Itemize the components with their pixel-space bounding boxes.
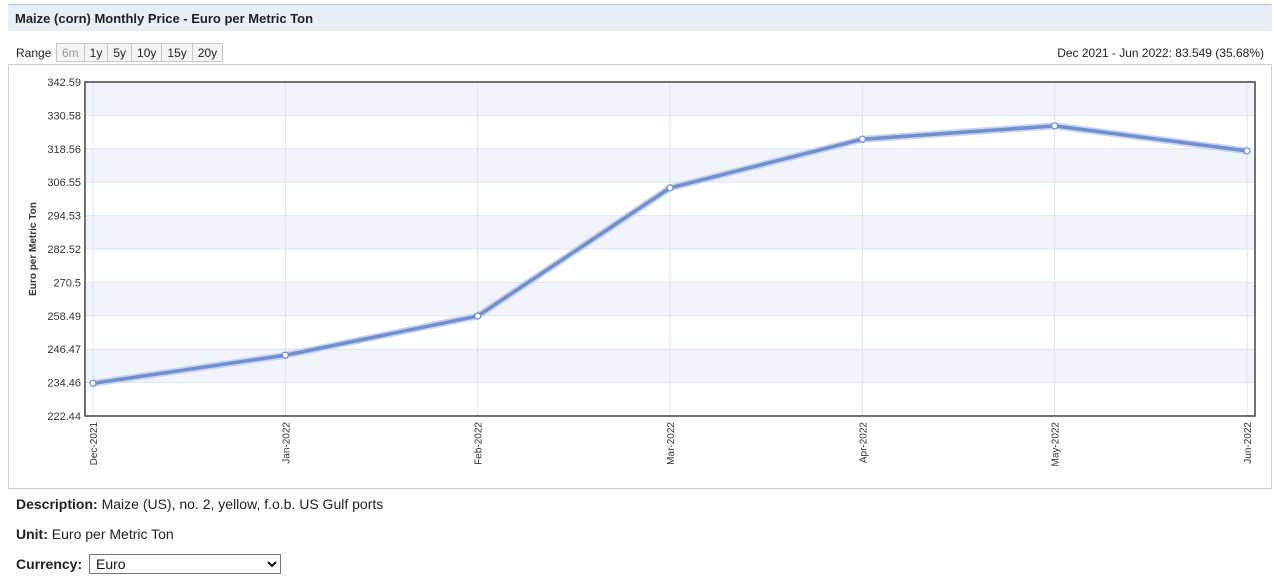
range-button-10y[interactable]: 10y [132,44,163,61]
x-tick-label: Feb-2022 [474,422,485,465]
description-label: Description: [16,496,98,512]
x-tick-label: Jan-2022 [281,422,292,464]
y-tick-label: 318.56 [47,144,81,156]
unit-row: Unit: Euro per Metric Ton [16,526,174,542]
y-tick-label: 330.58 [47,110,81,122]
x-tick-label: Jun-2022 [1243,422,1254,464]
plot-border [84,81,1256,417]
range-button-1y[interactable]: 1y [85,44,109,61]
y-tick-label: 342.59 [47,77,81,89]
y-tick-label: 258.49 [47,311,81,323]
price-line-chart: 342.59 330.58 318.56 306.55 294.53 282.52 270.… [28,77,1256,467]
data-point [666,184,674,192]
y-tick-label: 222.44 [47,411,81,423]
y-tick-label: 306.55 [47,177,81,189]
data-point [1243,147,1251,155]
y-axis-title: Euro per Metric Ton [28,202,39,296]
range-button-20y[interactable]: 20y [197,46,218,60]
chart-title: Maize (corn) Monthly Price - Euro per Me… [15,11,314,26]
y-tick-label: 246.47 [47,344,81,356]
description-row: Description: Maize (US), no. 2, yellow, … [16,496,383,512]
x-tick-label: Apr-2022 [858,422,869,464]
range-change-summary: Dec 2021 - Jun 2022: 83.549 (35.68%) [1057,46,1264,60]
range-button-15y[interactable]: 15y [162,44,193,61]
range-button-group: 6m 1y 5y 10y 15y 20y [56,43,224,62]
currency-select[interactable]: Euro [89,554,281,574]
data-point [281,351,289,359]
range-label: Range [16,46,52,60]
data-point [1051,122,1059,130]
y-tick-label: 282.52 [47,244,81,256]
x-tick-label: May-2022 [1051,422,1062,467]
title-bar: Maize (corn) Monthly Price - Euro per Me… [8,4,1272,31]
description-value: Maize (US), no. 2, yellow, f.o.b. US Gul… [101,496,384,512]
x-tick-label: Mar-2022 [666,422,677,465]
range-button-5y[interactable]: 5y [108,44,133,61]
y-tick-label: 234.46 [47,378,81,390]
chart-container: 342.59 330.58 318.56 306.55 294.53 282.52 270.… [8,64,1272,489]
data-point [474,312,482,320]
range-button-6m[interactable]: 6m [57,44,85,61]
unit-value: Euro per Metric Ton [51,526,174,542]
x-tick-label: Dec-2021 [89,422,100,466]
y-tick-label: 270.5 [53,277,81,289]
data-point [858,135,866,143]
y-tick-label: 294.53 [47,211,81,223]
currency-row: Currency: [16,556,82,572]
currency-label: Currency: [16,556,83,572]
unit-label: Unit: [16,526,48,542]
data-point [89,379,97,387]
